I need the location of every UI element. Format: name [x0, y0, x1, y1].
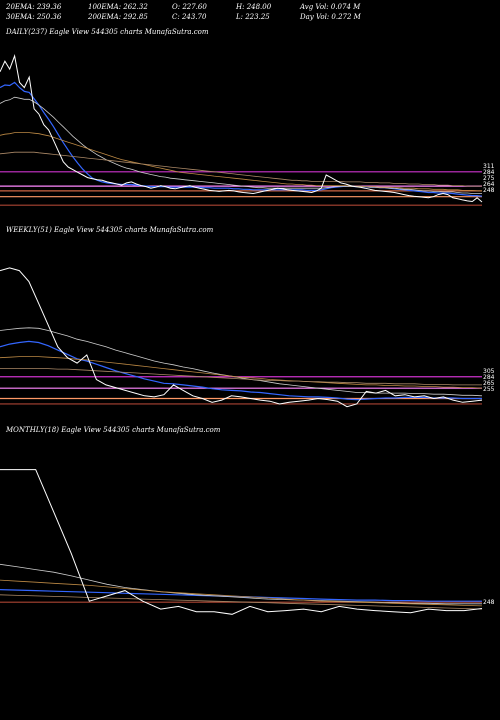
daily-series-200ema	[0, 151, 482, 187]
header-close: C: 243.70	[172, 13, 207, 21]
header-high: H: 248.00	[236, 3, 272, 11]
header-day-vol: Day Vol: 0.272 M	[300, 13, 361, 21]
weekly-chart-title: WEEKLY(51) Eagle View 544305 charts Muna…	[6, 226, 214, 234]
weekly-level-label-2: 265	[483, 380, 495, 387]
monthly-series-price	[0, 469, 483, 615]
weekly-series-30ema	[0, 327, 483, 397]
monthly-series-200ema	[0, 594, 483, 610]
weekly-series-100ema	[0, 356, 483, 389]
header-200ema: 200EMA: 292.85	[88, 13, 148, 21]
monthly-series-100ema	[0, 579, 483, 607]
header-100ema: 100EMA: 262.32	[88, 3, 148, 11]
daily-series-price	[0, 54, 483, 203]
header-30ema: 30EMA: 250.36	[6, 13, 62, 21]
weekly-level-label-0: 305	[483, 368, 495, 375]
weekly-series-200ema	[0, 368, 482, 386]
daily-series-30ema	[0, 96, 482, 194]
header-low: L: 223.25	[236, 13, 270, 21]
weekly-level-label-3: 255	[483, 386, 495, 393]
daily-level-label-3: 264	[483, 181, 495, 188]
daily-level-label-0: 311	[483, 163, 495, 170]
weekly-level-label-1: 284	[483, 374, 495, 381]
monthly-chart: 248	[0, 469, 495, 615]
monthly-chart-title: MONTHLY(18) Eagle View 544305 charts Mun…	[6, 426, 221, 434]
monthly-level-label-0: 248	[483, 599, 495, 606]
weekly-series-price	[0, 267, 483, 408]
daily-chart-title: DAILY(237) Eagle View 544305 charts Muna…	[6, 28, 209, 36]
daily-series-20ema	[0, 81, 483, 197]
daily-level-label-1: 284	[483, 169, 495, 176]
header-avg-vol: Avg Vol: 0.074 M	[300, 3, 361, 11]
header-open: O: 227.60	[172, 3, 207, 11]
weekly-series-20ema	[0, 340, 482, 401]
daily-level-label-2: 275	[483, 175, 495, 182]
daily-level-label-4: 248	[483, 187, 495, 194]
monthly-series-20ema	[0, 589, 482, 602]
header-20ema: 20EMA: 239.36	[6, 3, 62, 11]
daily-series-100ema	[0, 132, 482, 192]
